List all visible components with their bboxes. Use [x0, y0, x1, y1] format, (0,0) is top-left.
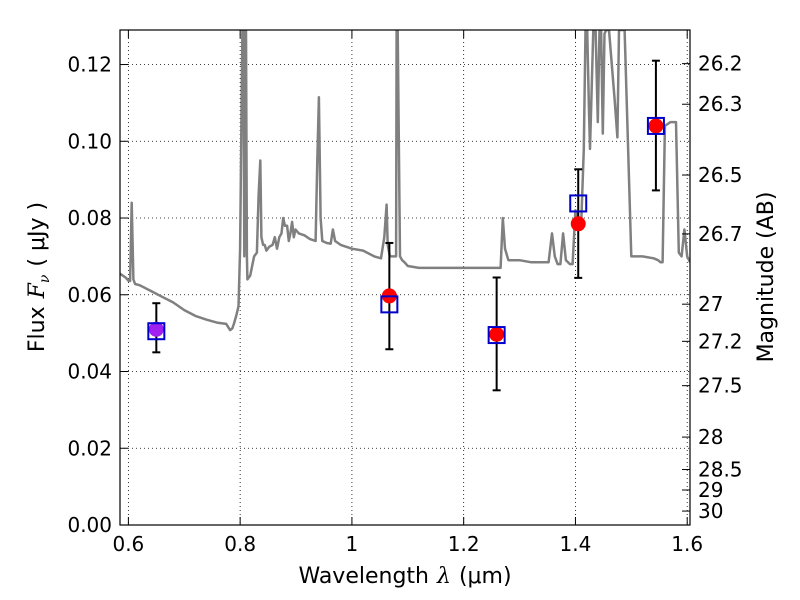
- x-tick-label: 1.4: [560, 532, 592, 556]
- y-tick-label: 0.02: [67, 436, 112, 460]
- magnitude-tick-label: 26.3: [698, 92, 743, 116]
- axis-ticks: [120, 30, 690, 526]
- model-photometry-point: [487, 326, 506, 345]
- model-photometry-points: [147, 116, 665, 345]
- x-tick-labels: 0.6 0.8 1 1.2 1.4 1.6: [112, 532, 703, 556]
- plot-background: [120, 30, 690, 525]
- magnitude-tick-label: 29: [698, 478, 723, 502]
- magnitude-tick-label: 27: [698, 292, 723, 316]
- magnitude-tick-label: 28: [698, 425, 723, 449]
- y2-axis-label: Magnitude (AB): [754, 192, 779, 363]
- magnitude-tick-label: 28.5: [698, 458, 743, 482]
- x-tick-label: 0.6: [112, 532, 144, 556]
- model-photometry-point: [380, 295, 399, 314]
- x-tick-label: 1.6: [671, 532, 703, 556]
- model-photometry-point: [646, 116, 665, 135]
- x-axis-label-unit: (μm): [459, 564, 512, 589]
- observed-point: [489, 326, 505, 342]
- x-axis-label-symbol: λ: [436, 564, 451, 589]
- y-tick-label: 0.12: [67, 53, 112, 77]
- model-photometry-point: [147, 322, 166, 341]
- x-tick-label: 0.8: [224, 532, 256, 556]
- y-axis-label-subscript: ν: [37, 274, 53, 283]
- observed-point: [148, 321, 164, 337]
- y-tick-label: 0.04: [67, 360, 112, 384]
- y-axis-label-symbol: F: [25, 282, 50, 299]
- y-axis-label: Flux Fν ( μJy ): [25, 202, 53, 352]
- model-photometry-point: [569, 194, 588, 213]
- y-tick-labels: 0.00 0.02 0.04 0.06 0.08 0.10 0.12: [67, 53, 112, 537]
- y-axis-label-unit: ( μJy ): [25, 202, 50, 267]
- x-tick-label: 1.2: [448, 532, 480, 556]
- magnitude-tick-label: 26.2: [698, 52, 743, 76]
- magnitude-tick-label: 26.7: [698, 222, 743, 246]
- x-axis-label: Wavelength λ (μm): [298, 564, 511, 589]
- magnitude-tick-label: 30: [698, 499, 723, 523]
- y-tick-label: 0.06: [67, 283, 112, 307]
- observed-point: [570, 216, 586, 232]
- y-tick-label: 0.10: [67, 129, 112, 153]
- observed-points: [148, 118, 664, 342]
- y-axis-label-text: Flux: [25, 306, 50, 352]
- x-tick-label: 1: [346, 532, 359, 556]
- y-tick-label: 0.08: [67, 206, 112, 230]
- magnitude-tick-label: 27.5: [698, 374, 743, 398]
- magnitude-tick-label: 27.2: [698, 329, 743, 353]
- plot-frame: [119, 29, 691, 526]
- x-axis-label-text: Wavelength: [298, 564, 429, 589]
- observed-point: [648, 118, 664, 134]
- magnitude-tick-label: 26.5: [698, 163, 743, 187]
- y-tick-label: 0.00: [67, 513, 112, 537]
